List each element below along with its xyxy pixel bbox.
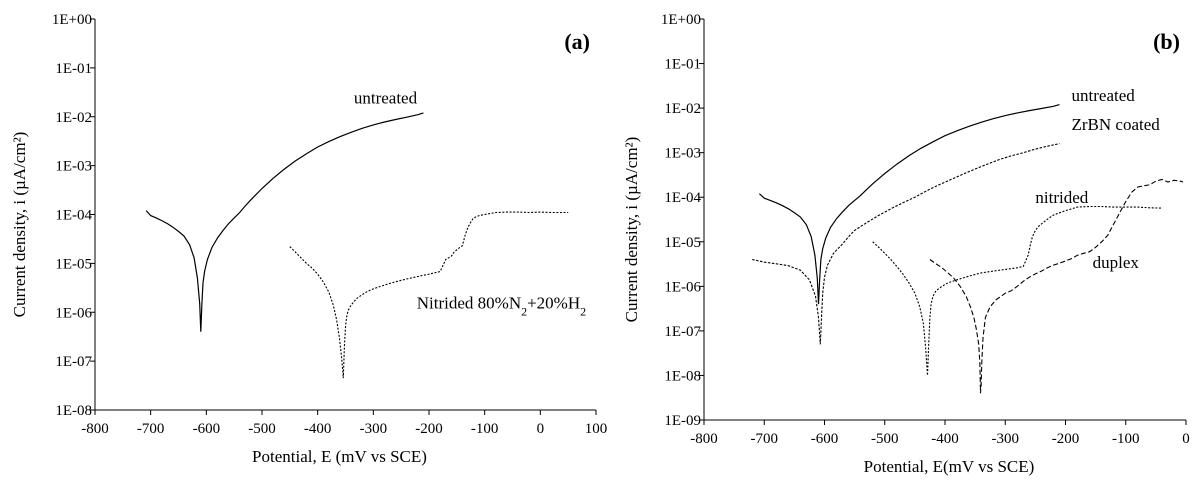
y-tick-label: 1E-04 <box>664 190 701 206</box>
y-axis-title-a: Current density, i (µA/cm²) <box>10 132 29 318</box>
y-tick-label: 1E-08 <box>664 368 701 384</box>
x-tick-label: -800 <box>81 421 109 437</box>
y-tick-label: 1E-07 <box>55 354 92 370</box>
x-tick-label: 0 <box>537 421 545 437</box>
x-tick-label: -700 <box>751 431 779 447</box>
series-line-nitrided-80-n-20-h-a <box>289 211 569 379</box>
x-tick-label: -500 <box>871 431 899 447</box>
x-tick-label: -200 <box>1052 431 1080 447</box>
series-line-untreated-a <box>145 112 424 332</box>
x-tick-label: -200 <box>415 421 443 437</box>
y-tick-label: 1E-02 <box>55 110 92 126</box>
x-tick-label: -600 <box>811 431 839 447</box>
series-line-zrbn-coated-b <box>752 143 1060 345</box>
series-label-zrbn-coated-b: ZrBN coated <box>1072 115 1161 134</box>
x-tick-label: -500 <box>248 421 276 437</box>
y-tick-label: 1E-01 <box>55 61 92 77</box>
y-tick-label: 1E-08 <box>55 403 92 419</box>
y-tick-label: 1E-06 <box>664 279 701 295</box>
x-axis-title-b: Potential, E(mV vs SCE) <box>864 457 1035 476</box>
y-tick-label: 1E-06 <box>55 305 92 321</box>
series-label-untreated-a: untreated <box>354 89 418 108</box>
y-tick-label: 1E-09 <box>664 413 701 429</box>
y-tick-label: 1E-02 <box>664 101 701 117</box>
x-tick-label: -800 <box>690 431 718 447</box>
series-line-untreated-b <box>758 104 1060 305</box>
series-label-duplex-b: duplex <box>1093 253 1140 272</box>
y-tick-label: 1E-04 <box>55 208 92 224</box>
x-tick-label: -700 <box>137 421 165 437</box>
series-label-nitrided-80-n-20-h-a: Nitrided 80%N2+20%H2 <box>417 293 586 318</box>
panel-label-b: (b) <box>1153 29 1180 54</box>
x-axis-title-a: Potential, E (mV vs SCE) <box>252 447 427 466</box>
x-tick-label: -400 <box>931 431 959 447</box>
panel-label-a: (a) <box>564 29 590 54</box>
x-tick-label: -100 <box>471 421 499 437</box>
y-tick-label: 1E-05 <box>664 235 701 251</box>
y-tick-label: 1E+00 <box>52 12 92 28</box>
chart-panel-a: -800 -700 -600 -500 -400 -300 -200 -100 0 100 1E-0… <box>10 12 607 466</box>
series-line-duplex-b <box>929 178 1184 394</box>
x-tick-label: 100 <box>585 421 608 437</box>
x-tick-label: 0 <box>1182 431 1190 447</box>
series-label-nitrided-b: nitrided <box>1035 188 1088 207</box>
y-axis-title-b: Current density, i (µA/cm²) <box>622 137 641 323</box>
series-line-nitrided-b <box>872 205 1162 376</box>
x-tick-label: -300 <box>360 421 388 437</box>
x-tick-label: -300 <box>992 431 1020 447</box>
y-tick-label: 1E-05 <box>55 256 92 272</box>
y-tick-label: 1E-01 <box>664 57 701 73</box>
y-tick-label: 1E-03 <box>664 146 701 162</box>
chart-panel-b: -800 -700 -600 -500 -400 -300 -200 -100 0 1E-09 1E… <box>622 12 1190 476</box>
x-tick-label: -100 <box>1112 431 1140 447</box>
y-tick-label: 1E-03 <box>55 159 92 175</box>
y-tick-label: 1E-07 <box>664 324 701 340</box>
y-tick-label: 1E+00 <box>661 12 701 28</box>
x-tick-label: -400 <box>304 421 332 437</box>
series-label-untreated-b: untreated <box>1072 86 1136 105</box>
x-tick-label: -600 <box>193 421 221 437</box>
